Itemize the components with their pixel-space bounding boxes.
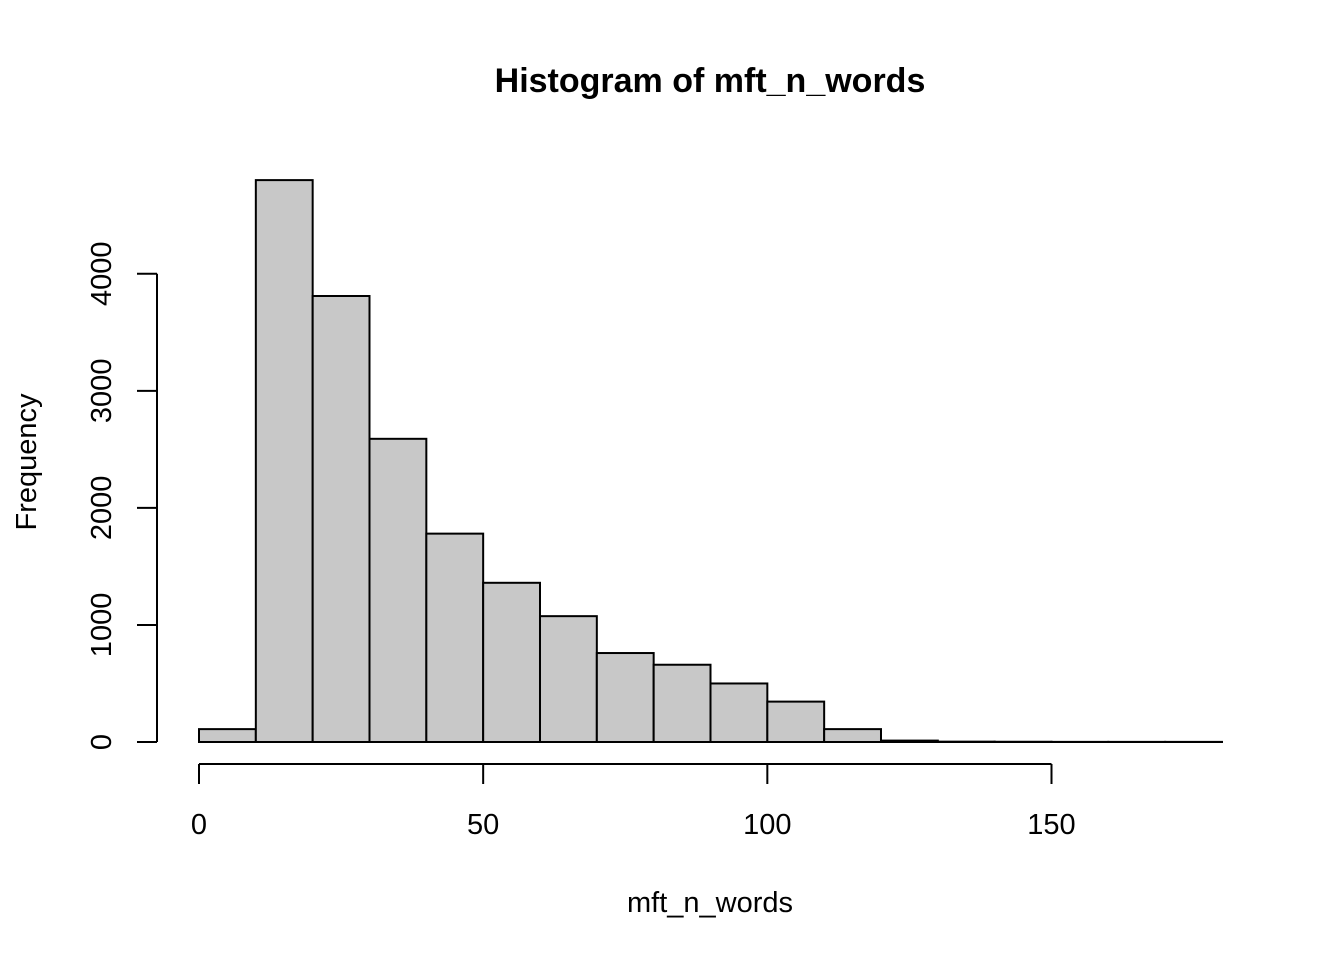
histogram-bar bbox=[425, 532, 485, 743]
x-axis-label: mft_n_words bbox=[627, 887, 793, 919]
histogram-bar bbox=[368, 437, 428, 743]
y-tick-label: 1000 bbox=[86, 593, 118, 658]
histogram-bar bbox=[823, 728, 882, 744]
chart-title: Histogram of mft_n_words bbox=[495, 62, 926, 100]
x-axis: 0 50 100 150 bbox=[191, 763, 1076, 841]
x-tick-label: 50 bbox=[467, 809, 499, 841]
histogram-bar bbox=[595, 652, 655, 744]
histogram-bar bbox=[198, 728, 257, 744]
y-tick-label: 0 bbox=[86, 734, 118, 750]
bars-group bbox=[198, 179, 1223, 744]
x-tick-label: 150 bbox=[1027, 809, 1075, 841]
histogram-bar bbox=[482, 581, 541, 743]
y-axis-label: Frequency bbox=[11, 393, 43, 531]
histogram-bar bbox=[879, 739, 939, 743]
y-tick-label: 2000 bbox=[86, 476, 118, 541]
histogram-bar bbox=[538, 615, 598, 744]
y-tick-label: 4000 bbox=[86, 242, 118, 307]
histogram-bar bbox=[311, 295, 371, 743]
x-tick-label: 100 bbox=[743, 809, 791, 841]
histogram-bar bbox=[254, 179, 314, 743]
x-tick-label: 0 bbox=[191, 809, 207, 841]
y-axis: 0 1000 2000 3000 4000 bbox=[86, 242, 158, 750]
y-tick-label: 3000 bbox=[86, 359, 118, 424]
histogram-bar bbox=[766, 700, 826, 744]
histogram-bar bbox=[709, 682, 769, 743]
histogram-bar bbox=[652, 663, 712, 744]
